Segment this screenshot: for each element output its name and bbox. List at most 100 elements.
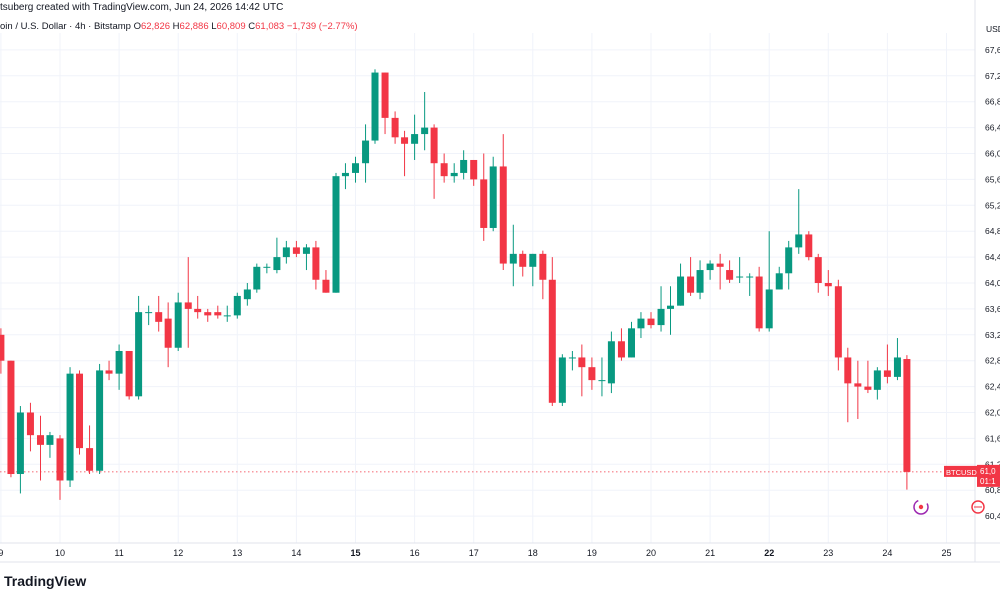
candle-down[interactable] — [834, 286, 842, 358]
candle-up[interactable] — [775, 273, 783, 290]
candle-down[interactable] — [480, 179, 488, 228]
candle-up[interactable] — [893, 357, 901, 377]
candle-up[interactable] — [460, 159, 468, 173]
candle-up[interactable] — [568, 357, 576, 359]
candle-up[interactable] — [233, 295, 241, 316]
candle-down[interactable] — [499, 166, 507, 264]
candle-down[interactable] — [903, 359, 911, 472]
candle-up[interactable] — [332, 176, 340, 293]
chart-replay-icon[interactable] — [913, 499, 929, 515]
candle-down[interactable] — [292, 247, 300, 254]
candle-down[interactable] — [56, 438, 64, 481]
candle-up[interactable] — [96, 370, 104, 471]
chart-settings-icon[interactable] — [971, 500, 985, 514]
candle-down[interactable] — [155, 312, 163, 322]
candle-up[interactable] — [411, 134, 419, 144]
candle-down[interactable] — [76, 373, 84, 449]
candle-down[interactable] — [755, 276, 763, 329]
candle-down[interactable] — [578, 357, 586, 368]
candle-down[interactable] — [164, 318, 172, 348]
candle-up[interactable] — [558, 357, 566, 403]
candle-down[interactable] — [539, 253, 547, 280]
candle-down[interactable] — [381, 72, 389, 118]
candle-down[interactable] — [430, 127, 438, 164]
y-tick-label: 62,0 — [985, 408, 1000, 418]
candle-down[interactable] — [617, 341, 625, 358]
candle-up[interactable] — [785, 247, 793, 274]
candle-down[interactable] — [588, 367, 596, 381]
candle-down[interactable] — [519, 253, 527, 267]
candle-up[interactable] — [145, 312, 153, 314]
candle-down[interactable] — [716, 263, 724, 267]
candle-down[interactable] — [470, 159, 478, 180]
candle-up[interactable] — [223, 315, 231, 317]
x-tick-label: 12 — [173, 548, 183, 558]
candle-down[interactable] — [194, 308, 202, 313]
candle-up[interactable] — [529, 253, 537, 267]
candle-up[interactable] — [243, 289, 251, 300]
candle-down[interactable] — [26, 412, 34, 436]
candle-up[interactable] — [273, 257, 281, 271]
candle-up[interactable] — [115, 350, 123, 374]
candle-down[interactable] — [548, 279, 556, 403]
candle-up[interactable] — [736, 276, 744, 278]
candle-up[interactable] — [66, 373, 74, 481]
candle-down[interactable] — [883, 370, 891, 377]
candle-down[interactable] — [391, 117, 399, 138]
candle-down[interactable] — [125, 350, 133, 397]
candle-up[interactable] — [489, 166, 497, 228]
candle-up[interactable] — [706, 263, 714, 271]
candle-up[interactable] — [135, 312, 143, 397]
tradingview-logo[interactable]: TradingView — [4, 573, 87, 589]
candle-up[interactable] — [696, 270, 704, 293]
candle-down[interactable] — [647, 318, 655, 326]
candle-up[interactable] — [657, 308, 665, 326]
candle-down[interactable] — [805, 234, 813, 258]
candle-down[interactable] — [844, 357, 852, 384]
candle-down[interactable] — [322, 279, 330, 293]
candle-up[interactable] — [302, 247, 310, 254]
candle-down[interactable] — [0, 334, 5, 361]
candle-up[interactable] — [352, 163, 359, 173]
candle-up[interactable] — [263, 266, 271, 268]
candle-up[interactable] — [16, 412, 24, 475]
candle-down[interactable] — [687, 276, 695, 293]
candle-down[interactable] — [204, 312, 212, 316]
candle-up[interactable] — [598, 380, 606, 382]
candle-up[interactable] — [282, 247, 290, 258]
candle-up[interactable] — [637, 318, 645, 329]
candle-up[interactable] — [607, 341, 615, 384]
candle-up[interactable] — [46, 435, 54, 445]
candle-down[interactable] — [184, 302, 192, 309]
price-tag-countdown: 01:1 — [980, 477, 996, 486]
candle-up[interactable] — [174, 302, 182, 348]
candle-down[interactable] — [854, 383, 862, 387]
candle-up[interactable] — [677, 276, 685, 306]
candle-up[interactable] — [341, 172, 349, 177]
candle-down[interactable] — [86, 448, 94, 471]
candle-up[interactable] — [509, 253, 517, 264]
candle-down[interactable] — [824, 283, 832, 287]
candle-up[interactable] — [873, 370, 881, 390]
candle-down[interactable] — [105, 370, 113, 374]
candle-up[interactable] — [421, 127, 429, 135]
candle-down[interactable] — [440, 163, 448, 177]
candle-up[interactable] — [627, 328, 635, 358]
candle-down[interactable] — [312, 247, 320, 280]
candle-down[interactable] — [7, 360, 15, 475]
candle-up[interactable] — [667, 305, 675, 309]
candle-down[interactable] — [36, 435, 44, 445]
candle-up[interactable] — [765, 289, 773, 329]
candle-down[interactable] — [864, 386, 872, 390]
candle-down[interactable] — [401, 137, 409, 144]
candle-up[interactable] — [253, 266, 261, 290]
candle-up[interactable] — [746, 276, 754, 278]
candle-down[interactable] — [726, 270, 734, 280]
candle-up[interactable] — [450, 172, 458, 177]
candle-up[interactable] — [371, 72, 379, 141]
candle-up[interactable] — [795, 234, 803, 248]
candle-up[interactable] — [362, 140, 370, 164]
candle-down[interactable] — [814, 257, 822, 283]
candle-down[interactable] — [214, 312, 222, 316]
